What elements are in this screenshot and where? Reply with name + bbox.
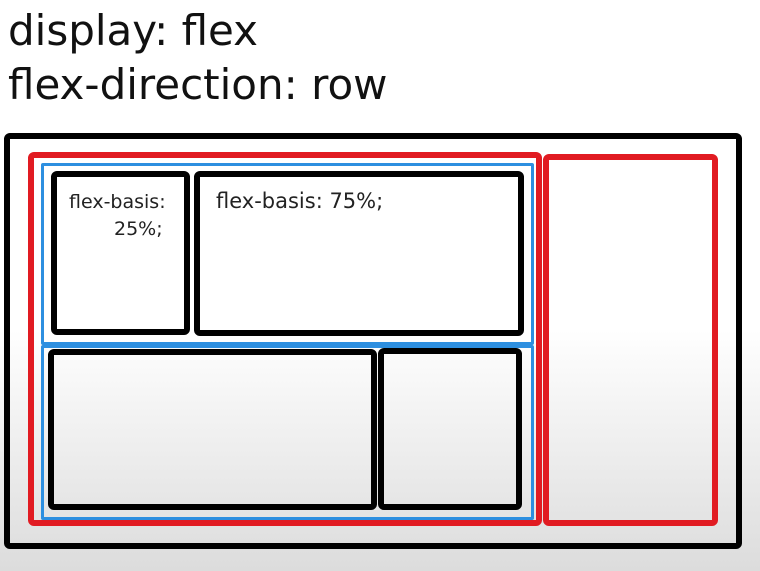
right-flex-item [543, 154, 718, 526]
label-flex-basis-25-line1: flex-basis: [69, 191, 166, 213]
item-bottom-right [378, 348, 522, 510]
outer-flex-container [4, 133, 742, 549]
item-flex-basis-25 [51, 171, 190, 335]
item-bottom-left [48, 349, 377, 510]
label-flex-basis-75: flex-basis: 75%; [216, 189, 384, 213]
title-display-flex: display: flex [8, 6, 258, 55]
item-flex-basis-75 [194, 171, 524, 336]
left-flex-item [28, 152, 542, 526]
nested-row-top [41, 163, 534, 345]
title-flex-direction-row: flex-direction: row [8, 60, 388, 109]
nested-row-bottom [41, 345, 534, 520]
label-flex-basis-25-line2: 25%; [114, 218, 163, 240]
